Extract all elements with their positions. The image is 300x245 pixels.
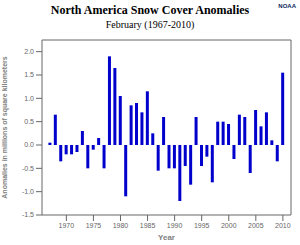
svg-text:-1.0: -1.0 — [22, 188, 34, 195]
svg-text:1.0: 1.0 — [24, 95, 34, 102]
svg-text:2000: 2000 — [221, 222, 237, 229]
svg-text:-0.5: -0.5 — [22, 165, 34, 172]
svg-text:1.5: 1.5 — [24, 71, 34, 78]
svg-text:2010: 2010 — [275, 222, 291, 229]
html-text:February (1967-2010): February (1967-2010) — [105, 19, 195, 30]
svg-text:1995: 1995 — [194, 222, 210, 229]
svg-text:-1.5: -1.5 — [22, 211, 34, 218]
svg-text:1980: 1980 — [113, 222, 129, 229]
svg-text:1990: 1990 — [167, 222, 183, 229]
svg-text:Year: Year — [158, 233, 175, 242]
svg-text:2.0: 2.0 — [24, 48, 34, 55]
svg-text:0.5: 0.5 — [24, 118, 34, 125]
svg-text:2005: 2005 — [248, 222, 264, 229]
svg-text:1970: 1970 — [59, 222, 75, 229]
svg-text:1985: 1985 — [140, 222, 156, 229]
svg-text:1975: 1975 — [86, 222, 102, 229]
html-text:North America Snow Cover Anoma: North America Snow Cover Anomalies — [50, 3, 250, 17]
svg-text:0.0: 0.0 — [24, 141, 34, 148]
html-text:NOAA: NOAA — [278, 3, 296, 9]
svg-text:Anomalies in millions of squar: Anomalies in millions of square kilomete… — [8, 56, 9, 198]
